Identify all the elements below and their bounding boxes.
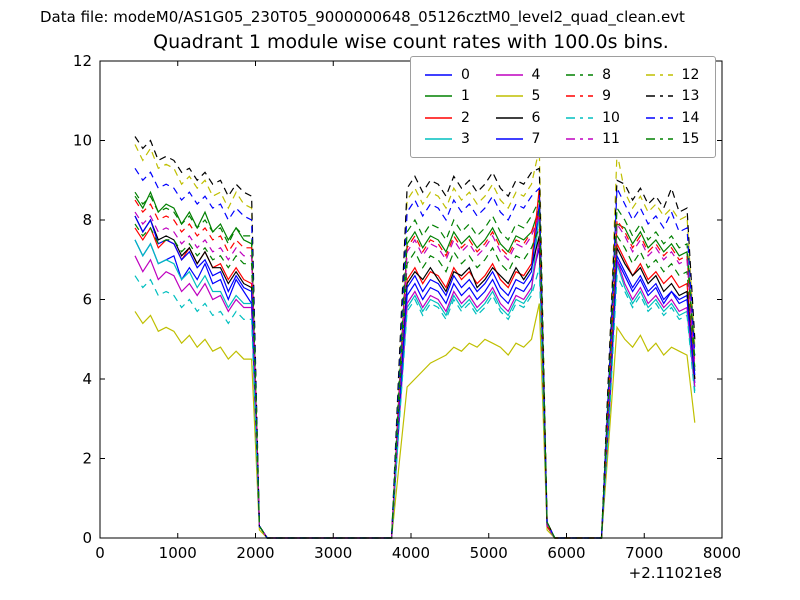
legend-entry-10: 10 (566, 107, 621, 128)
legend-line-sample (645, 73, 673, 76)
legend: 0 1 2 3 4 5 6 7 8 9 10 11 12 13 14 15 (410, 56, 716, 158)
legend-entry-7: 7 (495, 129, 543, 150)
legend-entry-5: 5 (495, 86, 543, 107)
legend-line-sample (566, 73, 594, 76)
legend-line-sample (425, 95, 452, 98)
legend-line-sample (425, 138, 452, 141)
legend-line-sample (495, 138, 523, 141)
legend-entry-8: 8 (566, 64, 621, 85)
legend-label: 8 (602, 66, 612, 83)
x-tick-label: 1000 (159, 544, 197, 562)
y-tick-label: 0 (82, 529, 92, 547)
legend-entry-0: 0 (425, 64, 472, 85)
x-tick-label: 5000 (470, 544, 508, 562)
legend-label: 7 (531, 131, 541, 148)
x-tick-label: 2000 (236, 544, 274, 562)
legend-label: 12 (681, 66, 700, 83)
legend-label: 10 (602, 109, 620, 126)
legend-entry-9: 9 (566, 86, 621, 107)
legend-line-sample (645, 138, 673, 141)
legend-line-sample (495, 73, 523, 76)
legend-line-sample (566, 138, 594, 141)
series-line-8 (134, 223, 696, 539)
legend-entry-2: 2 (425, 107, 472, 128)
legend-entry-15: 15 (645, 129, 701, 150)
legend-label: 5 (531, 88, 541, 105)
legend-line-sample (645, 95, 673, 98)
legend-label: 0 (461, 66, 470, 83)
x-tick-label: 0 (95, 544, 105, 562)
legend-line-sample (566, 116, 594, 119)
y-tick-label: 8 (82, 211, 92, 229)
legend-line-sample (495, 95, 523, 98)
legend-line-sample (566, 95, 594, 98)
legend-label: 14 (681, 109, 700, 126)
legend-entry-14: 14 (645, 107, 701, 128)
y-tick-label: 6 (82, 291, 92, 309)
data-file-label: Data file: modeM0/AS1G05_230T05_90000006… (40, 8, 685, 26)
series-line-10 (134, 267, 696, 539)
legend-label: 15 (681, 131, 700, 148)
x-axis-offset-label: +2.11021e8 (629, 564, 722, 582)
legend-entry-6: 6 (495, 107, 543, 128)
legend-label: 13 (681, 88, 700, 105)
legend-label: 6 (531, 109, 541, 126)
x-tick-label: 3000 (314, 544, 352, 562)
x-tick-label: 7000 (625, 544, 663, 562)
plot-title: Quadrant 1 module wise count rates with … (153, 31, 669, 53)
y-tick-label: 4 (82, 370, 92, 388)
legend-line-sample (495, 116, 523, 119)
legend-line-sample (425, 116, 452, 119)
y-tick-label: 2 (82, 450, 92, 468)
legend-label: 2 (461, 109, 470, 126)
legend-label: 4 (531, 66, 541, 83)
y-tick-label: 10 (73, 132, 92, 150)
legend-label: 11 (602, 131, 620, 148)
legend-label: 9 (602, 88, 612, 105)
legend-entry-11: 11 (566, 129, 621, 150)
legend-label: 1 (461, 88, 470, 105)
legend-line-sample (425, 73, 452, 76)
legend-entry-4: 4 (495, 64, 543, 85)
legend-entry-3: 3 (425, 129, 472, 150)
legend-entry-13: 13 (645, 86, 701, 107)
x-tick-label: 4000 (392, 544, 430, 562)
y-tick-label: 12 (73, 52, 92, 70)
legend-line-sample (645, 116, 673, 119)
x-tick-label: 6000 (547, 544, 585, 562)
x-tick-label: 8000 (703, 544, 741, 562)
series-line-7 (134, 204, 696, 539)
legend-label: 3 (461, 131, 470, 148)
legend-entry-12: 12 (645, 64, 701, 85)
legend-entry-1: 1 (425, 86, 472, 107)
